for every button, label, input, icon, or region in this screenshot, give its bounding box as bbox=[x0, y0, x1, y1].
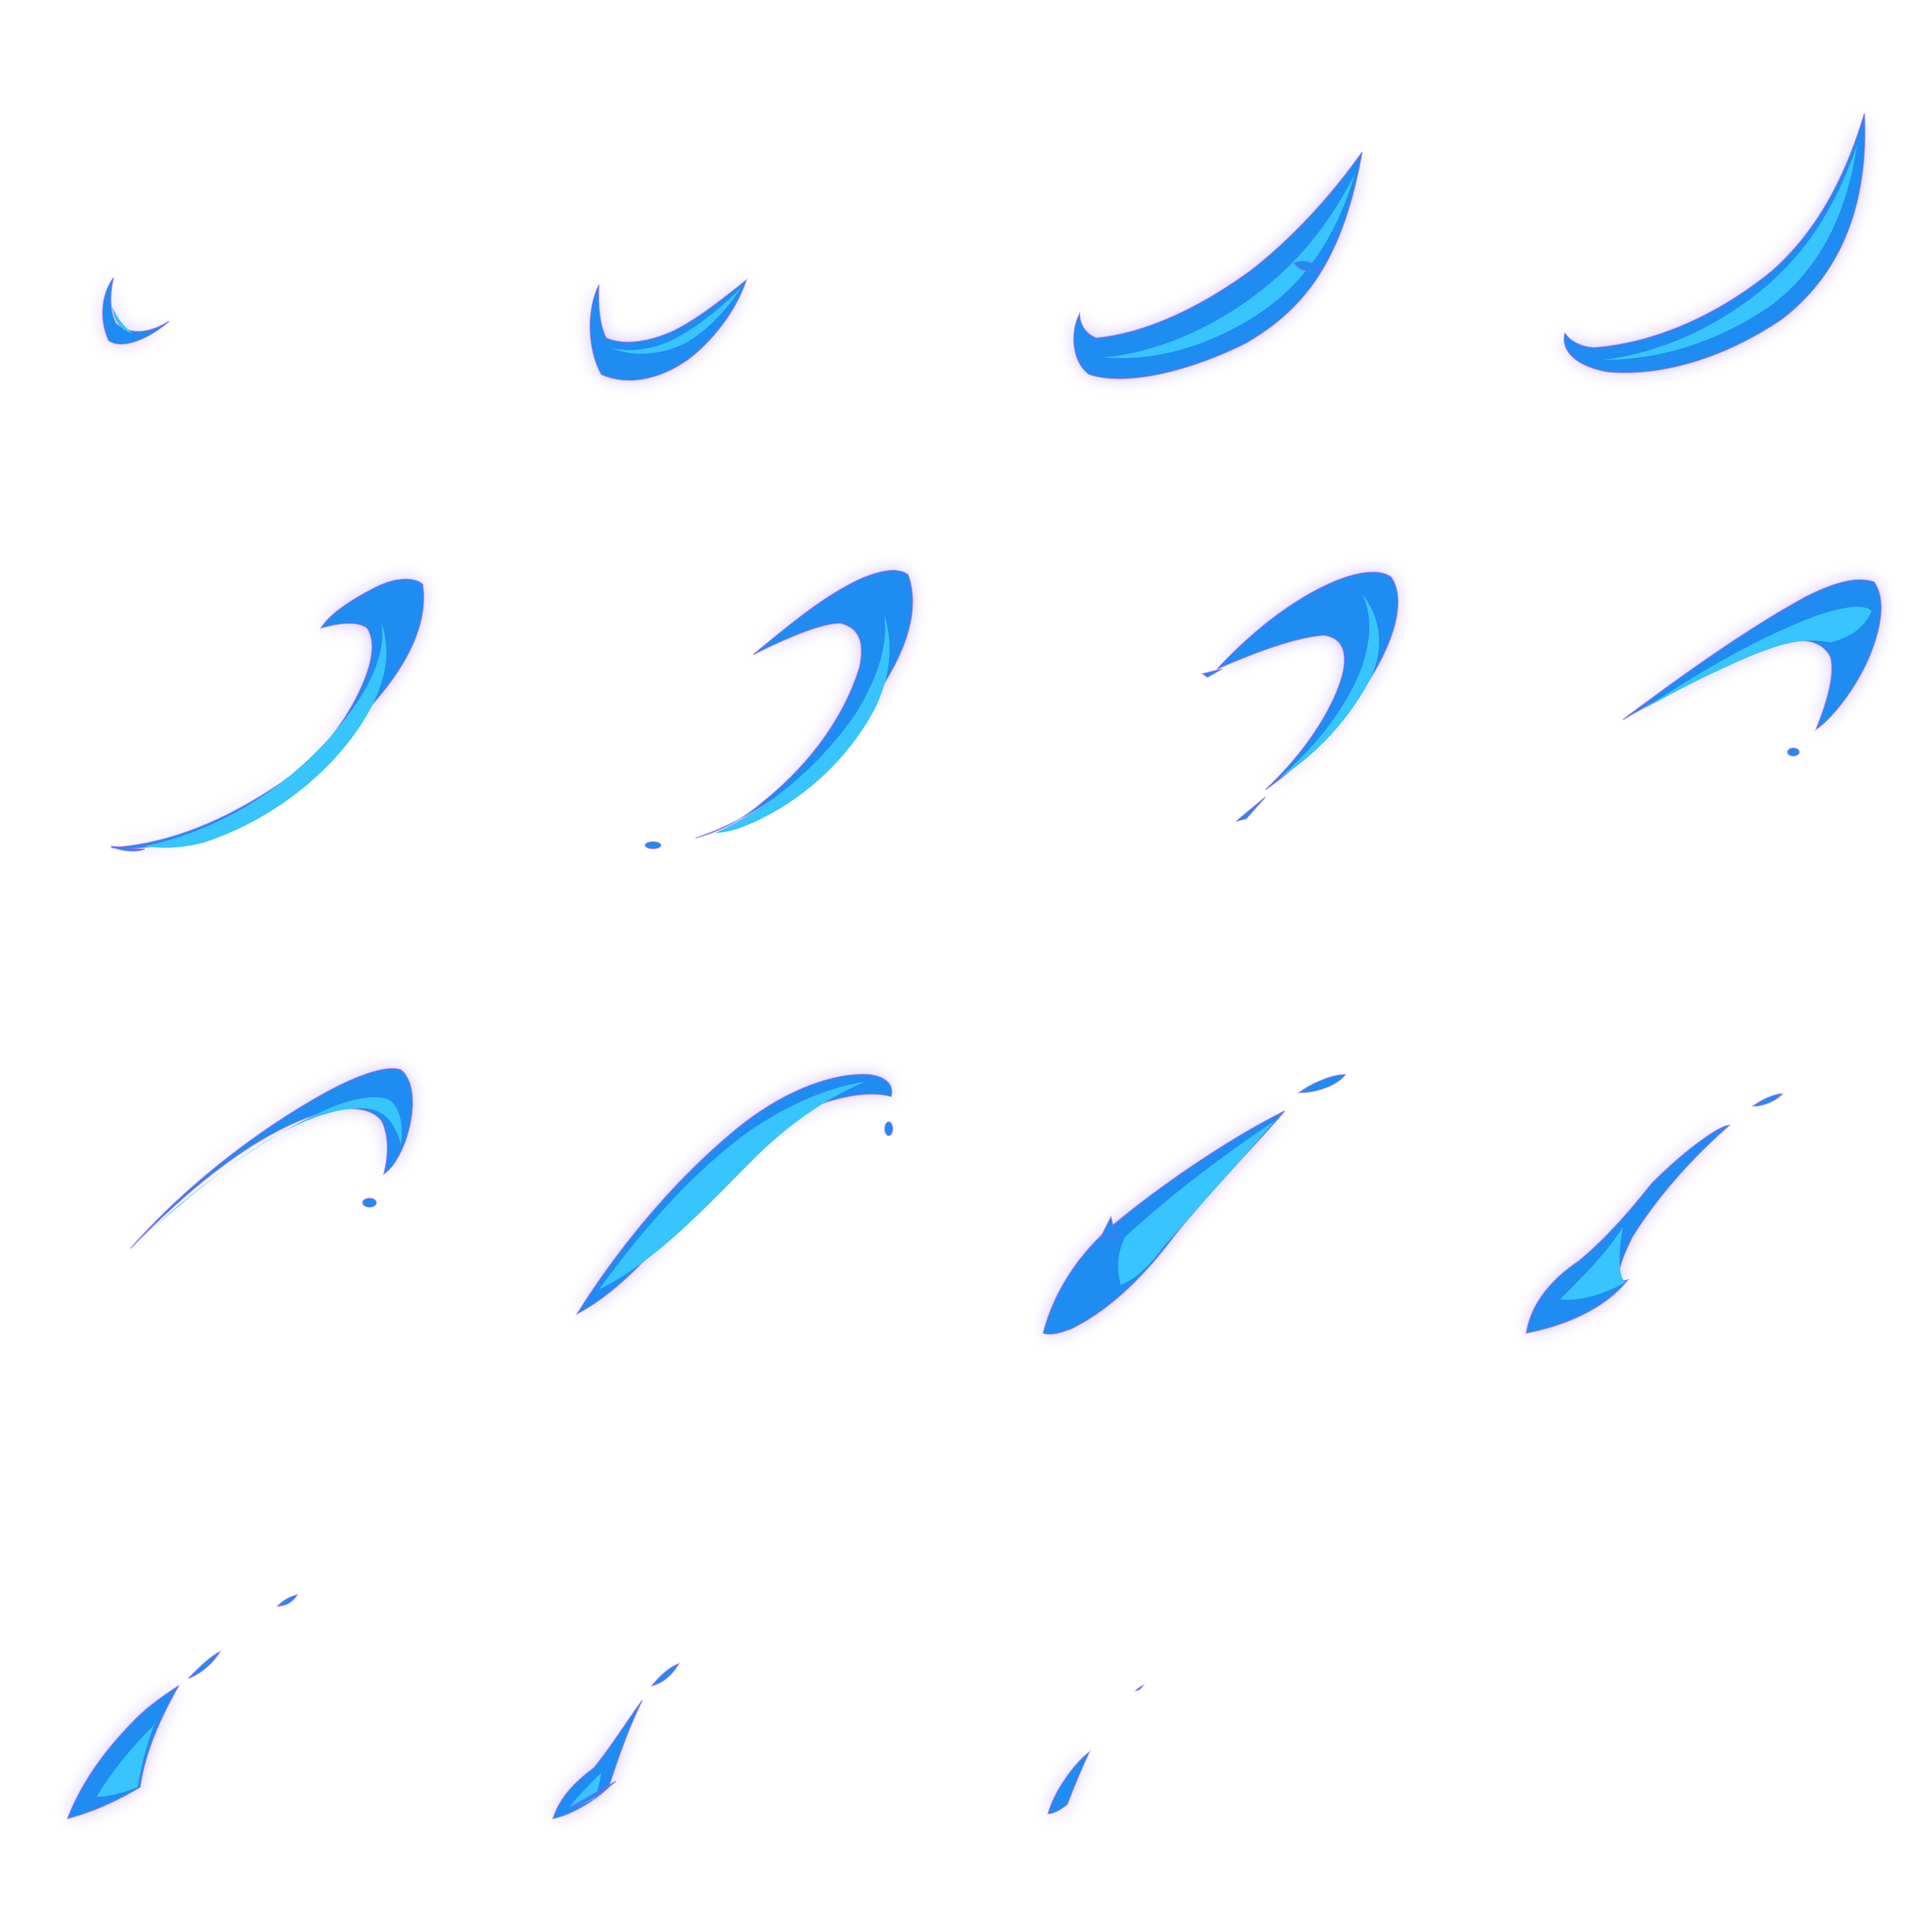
slash-frame-11 bbox=[1042, 1074, 1347, 1335]
slash-frame-3 bbox=[1073, 152, 1363, 380]
slash-frame-1 bbox=[102, 277, 170, 345]
slash-frame-15 bbox=[1047, 1684, 1145, 1815]
slash-frame-6 bbox=[644, 569, 913, 850]
slash-frame-7 bbox=[1201, 571, 1399, 822]
slash-frame-13 bbox=[66, 1593, 299, 1820]
slash-frame-8 bbox=[1622, 579, 1882, 757]
slash-frame-10 bbox=[575, 1074, 894, 1316]
slash-frame-2 bbox=[589, 278, 748, 381]
slash-frame-12 bbox=[1525, 1093, 1784, 1334]
slash-frame-14 bbox=[552, 1662, 681, 1819]
slash-frame-4 bbox=[1563, 113, 1866, 373]
slash-frame-5 bbox=[111, 578, 425, 852]
slash-frame-9 bbox=[129, 1068, 413, 1250]
